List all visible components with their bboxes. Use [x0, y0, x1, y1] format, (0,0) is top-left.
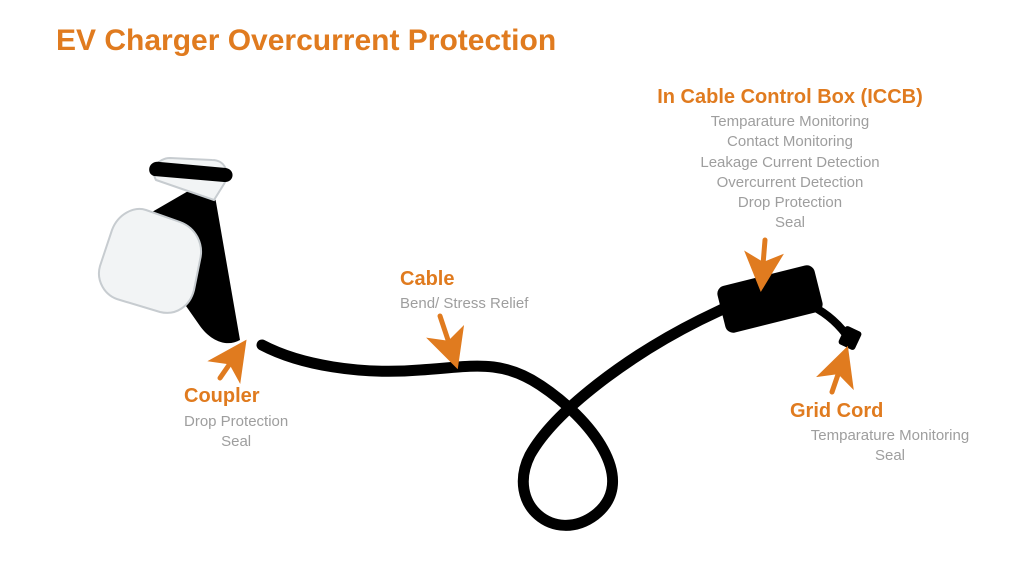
- grid-cord-path: [812, 306, 850, 340]
- cable-heading: Cable: [400, 268, 454, 291]
- cable-path: [262, 308, 725, 525]
- coupler-heading: Coupler: [184, 385, 260, 408]
- coupler-body: [99, 209, 201, 313]
- iccb-box-group: [716, 264, 825, 335]
- coupler-grip: [140, 188, 240, 344]
- iccb-heading: In Cable Control Box (ICCB): [640, 86, 940, 109]
- cable-subs: Bend/ Stress Relief: [400, 294, 528, 314]
- iccb-subs: Temparature MonitoringContact Monitoring…: [640, 112, 940, 234]
- coupler-group: [99, 158, 240, 343]
- arrow-coupler: [220, 352, 238, 378]
- coupler-subs: Drop ProtectionSeal: [184, 412, 288, 453]
- arrow-iccb: [762, 240, 765, 277]
- coupler-tip: [154, 158, 227, 200]
- arrow-cable: [440, 316, 453, 355]
- iccb-box: [716, 264, 825, 335]
- arrow-grid: [832, 360, 843, 392]
- plug-rect: [838, 325, 863, 351]
- page-title: EV Charger Overcurrent Protection: [56, 24, 556, 58]
- grid-heading: Grid Cord: [790, 400, 883, 423]
- coupler-cap: [149, 162, 232, 182]
- grid-subs: Temparature MonitoringSeal: [790, 426, 990, 467]
- plug-group: [838, 325, 863, 351]
